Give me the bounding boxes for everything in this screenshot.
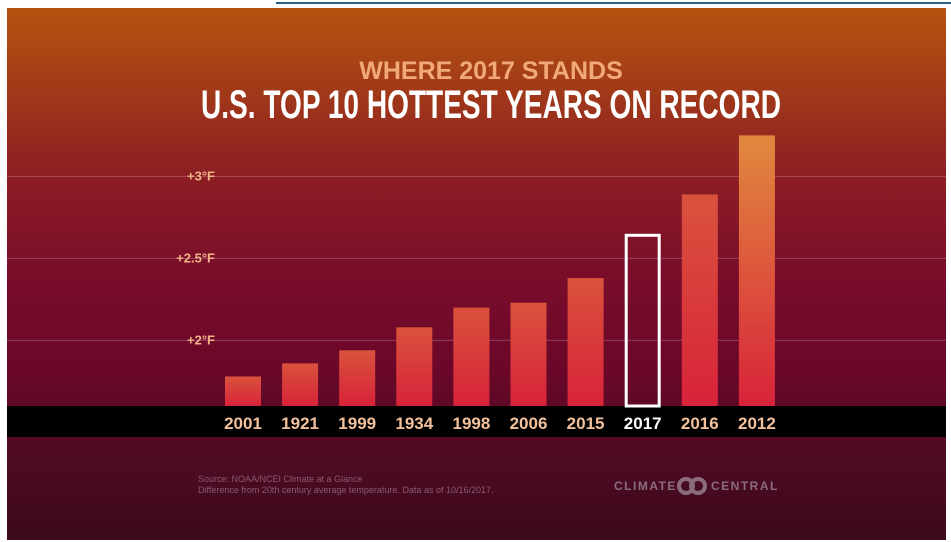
y-tick-label: +3°F <box>187 168 215 183</box>
bar-2015 <box>567 278 604 406</box>
bar-2016 <box>681 194 718 406</box>
source-line-1: Source: NOAA/NCEI Climate at a Glance <box>198 474 363 484</box>
y-tick-label: +2.5°F <box>176 250 215 265</box>
bar-2017 <box>624 233 661 408</box>
logo-right-word: CENTRAL <box>711 479 779 493</box>
baseline-band <box>7 406 946 437</box>
left-margin <box>0 0 7 542</box>
y-tick-label: +2°F <box>187 332 215 347</box>
linked-rings-icon <box>677 477 707 495</box>
category-label-1921: 1921 <box>281 414 319 433</box>
top-border-line <box>276 2 951 4</box>
category-label-2017: 2017 <box>624 414 662 433</box>
category-label-2015: 2015 <box>567 414 605 433</box>
logo-left-word: CLIMATE <box>614 479 677 493</box>
category-label-1934: 1934 <box>395 414 433 433</box>
chart-frame: WHERE 2017 STANDS U.S. TOP 10 HOTTEST YE… <box>7 8 946 540</box>
category-label-1999: 1999 <box>338 414 376 433</box>
bar-2006 <box>510 302 547 406</box>
category-label-2012: 2012 <box>738 414 776 433</box>
y-axis-ticks: +2°F +2.5°F +3°F <box>176 168 215 347</box>
category-label-2006: 2006 <box>510 414 548 433</box>
category-labels: 2001 1921 1999 1934 1998 2006 2015 2017 2016 2012 <box>224 414 776 433</box>
chart-title: U.S. TOP 10 HOTTEST YEARS ON RECORD <box>201 83 781 127</box>
bar-2001 <box>225 376 261 406</box>
bar-1999 <box>339 350 376 406</box>
hottest-years-chart: WHERE 2017 STANDS U.S. TOP 10 HOTTEST YE… <box>7 57 946 495</box>
bar-1934 <box>396 327 433 406</box>
climate-central-logo: CLIMATE CENTRAL <box>614 477 779 495</box>
category-label-2001: 2001 <box>224 414 262 433</box>
bar-2012 <box>738 135 775 406</box>
chart-supertitle: WHERE 2017 STANDS <box>359 57 623 85</box>
category-label-2016: 2016 <box>681 414 719 433</box>
bar-1921 <box>282 363 319 406</box>
category-label-1998: 1998 <box>452 414 490 433</box>
bars <box>225 135 775 408</box>
source-line-2: Difference from 20th century average tem… <box>198 485 494 495</box>
bar-1998 <box>453 307 490 406</box>
